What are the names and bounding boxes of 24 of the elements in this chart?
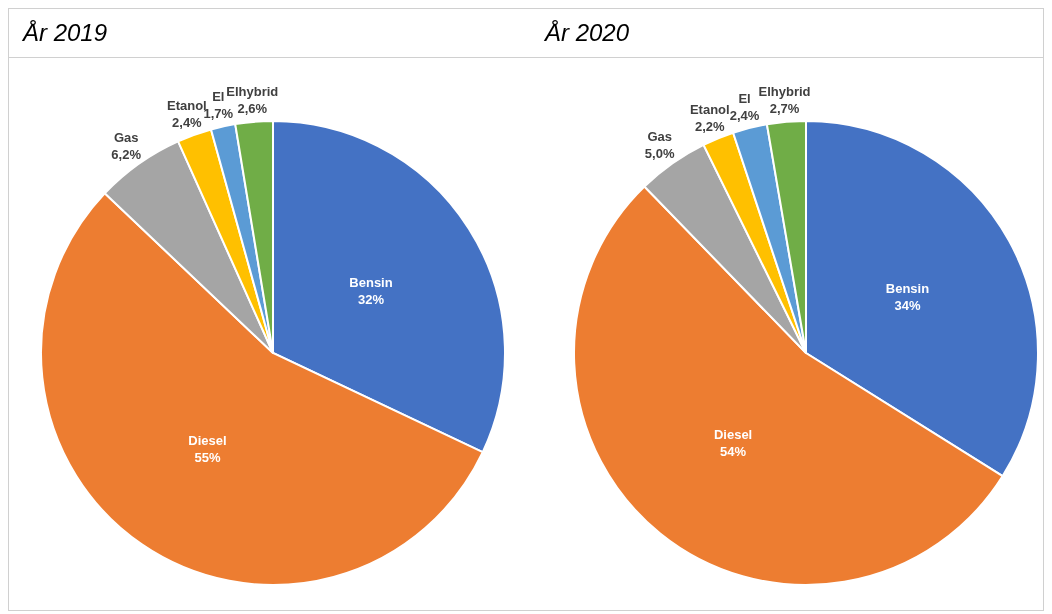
slice-label: Bensin <box>349 274 393 290</box>
data-label: 2,4% <box>729 107 760 123</box>
slice-label: Elhybrid <box>226 83 279 99</box>
slice-label: El <box>212 88 225 104</box>
slice-label: Gas <box>647 129 672 145</box>
data-label: 5,0% <box>644 146 675 162</box>
data-label: 55% <box>194 449 221 465</box>
data-label: 2,4% <box>172 115 203 131</box>
chart-title: År 2019 <box>9 9 535 58</box>
chart-title: År 2020 <box>543 18 631 48</box>
slice-label: El <box>738 90 751 106</box>
data-label: 2,2% <box>694 118 726 134</box>
slice-label: Gas <box>113 129 139 145</box>
data-label: 6,2% <box>111 146 142 162</box>
data-label: 2,7% <box>769 100 800 116</box>
slice-label: Elhybrid <box>758 83 811 99</box>
slice-label: Diesel <box>713 427 753 443</box>
slice-label: Etanol <box>689 101 730 117</box>
data-label: 2,6% <box>237 100 268 116</box>
data-label: 54% <box>720 444 747 460</box>
data-label: 32% <box>357 291 385 307</box>
data-label: 34% <box>894 297 921 313</box>
slice-label: Bensin <box>885 280 930 296</box>
slice-label: Diesel <box>188 432 227 448</box>
